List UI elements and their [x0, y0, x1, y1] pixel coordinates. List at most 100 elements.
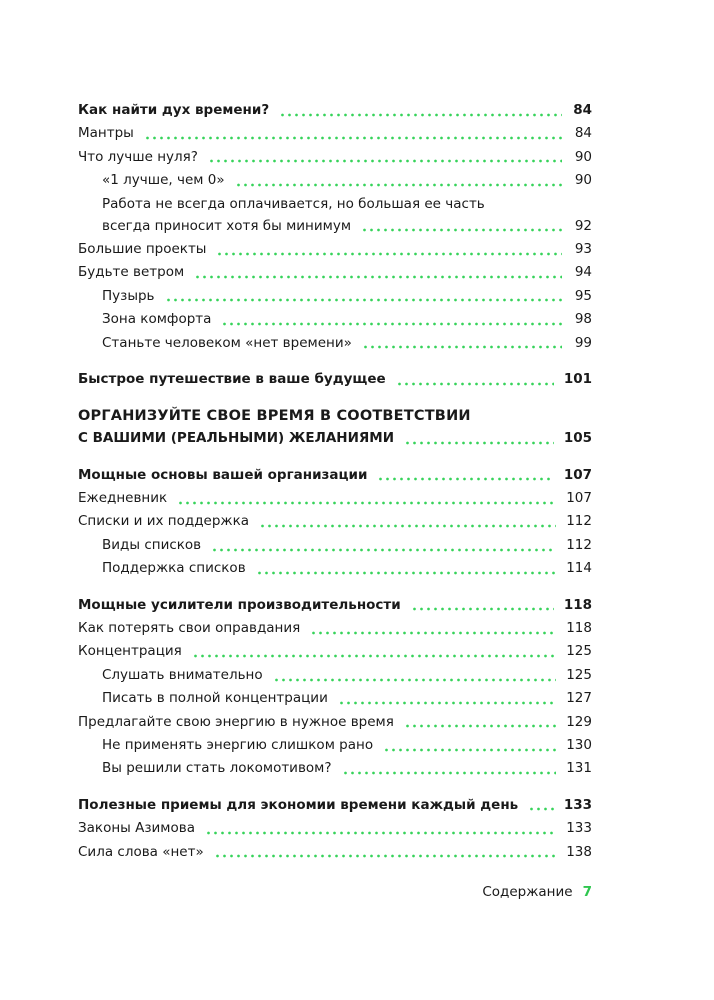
- sub-entry: Писать в полной концентрации 127: [78, 687, 592, 710]
- toc-entry: Предлагайте свою энергию в нужное время 1…: [78, 711, 592, 734]
- section-entry: Быстрое путешествие в ваше будущее 101: [78, 368, 592, 391]
- entry-title: Списки и их поддержка: [78, 513, 250, 530]
- entry-page: 131: [566, 760, 592, 777]
- entry-page: 125: [566, 666, 592, 683]
- entry-title: Как потерять свои оправдания: [78, 620, 301, 637]
- dot-leader: [213, 853, 557, 860]
- entry-title: Концентрация: [78, 643, 182, 660]
- sub-entry: Виды списков 112: [78, 534, 592, 557]
- toc-entry: Мантры 84: [78, 122, 592, 145]
- table-of-contents: Как найти дух времени? 84 Мантры 84 Что лучш…: [78, 99, 592, 864]
- sub-entry: Станьте человеком «нет времени» 99: [78, 332, 592, 355]
- dot-leader: [259, 523, 557, 530]
- toc-entry: Списки и их поддержка 112: [78, 510, 592, 533]
- dot-leader: [234, 181, 562, 188]
- dot-leader: [377, 476, 554, 483]
- toc-entry: Сила слова «нет» 138: [78, 841, 592, 864]
- entry-title: Не применять энергию слишком рано: [102, 736, 374, 753]
- chapter-entry-line: ОРГАНИЗУЙТЕ СВОЕ ВРЕМЯ В СООТВЕТСТВИИ: [78, 408, 471, 425]
- entry-page: 105: [563, 430, 592, 447]
- sub-entry: Слушать внимательно 125: [78, 664, 592, 687]
- entry-page: 130: [566, 736, 592, 753]
- dot-leader: [337, 699, 557, 706]
- footer: Содержание 7: [440, 884, 592, 900]
- entry-page: 129: [566, 713, 592, 730]
- entry-page: 114: [566, 560, 592, 577]
- entry-title: Станьте человеком «нет времени»: [102, 334, 352, 351]
- dot-leader: [404, 439, 554, 446]
- dot-leader: [216, 250, 562, 257]
- sub-entry: Поддержка списков 114: [78, 557, 592, 580]
- dot-leader: [403, 723, 557, 730]
- dot-leader: [143, 135, 562, 142]
- dot-leader: [361, 344, 562, 351]
- entry-page: 95: [574, 287, 592, 304]
- entry-page: 138: [566, 843, 592, 860]
- dot-leader: [341, 770, 557, 777]
- dot-leader: [410, 606, 554, 613]
- toc-entry: Ежедневник 107: [78, 487, 592, 510]
- entry-page: 92: [574, 217, 592, 234]
- entry-page: 118: [566, 620, 592, 637]
- dot-leader: [383, 746, 557, 753]
- dot-leader: [194, 274, 562, 281]
- entry-page: 84: [574, 125, 592, 142]
- dot-leader: [177, 499, 557, 506]
- entry-page: 118: [563, 596, 592, 613]
- toc-entry: Большие проекты 93: [78, 238, 592, 261]
- entry-title: Большие проекты: [78, 240, 207, 257]
- entry-page: 84: [573, 102, 592, 118]
- entry-title: Как найти дух времени?: [78, 102, 270, 118]
- entry-page: 94: [574, 264, 592, 281]
- entry-title: Вы решили стать локомотивом?: [102, 760, 332, 777]
- dot-leader: [395, 380, 554, 387]
- entry-title: Законы Азимова: [78, 820, 195, 837]
- entry-title: Будьте ветром: [78, 264, 185, 281]
- entry-page: 93: [574, 240, 592, 257]
- entry-title: «1 лучше, чем 0»: [102, 172, 225, 189]
- footer-label: Содержание: [482, 884, 573, 900]
- sub-entry: Пузырь 95: [78, 285, 592, 308]
- sub-entry: Вы решили стать локомотивом? 131: [78, 757, 592, 780]
- entry-title: Что лучше нуля?: [78, 148, 198, 165]
- sub-entry: Зона комфорта 98: [78, 308, 592, 331]
- dot-leader: [221, 320, 562, 327]
- section-entry: Как найти дух времени? 84: [78, 99, 592, 122]
- entry-page: 127: [566, 690, 592, 707]
- page-number: 7: [582, 884, 592, 900]
- entry-title: Мантры: [78, 125, 134, 142]
- entry-title: С ВАШИМИ (РЕАЛЬНЫМИ) ЖЕЛАНИЯМИ: [78, 430, 395, 447]
- entry-page: 90: [574, 148, 592, 165]
- sub-entry-line: Работа не всегда оплачивается, но больша…: [102, 195, 485, 212]
- entry-page: 99: [574, 334, 592, 351]
- entry-page: 125: [566, 643, 592, 660]
- entry-title: Писать в полной концентрации: [102, 690, 328, 707]
- toc-entry: Концентрация 125: [78, 640, 592, 663]
- dot-leader: [204, 829, 557, 836]
- dot-leader: [361, 227, 562, 234]
- entry-title: Сила слова «нет»: [78, 843, 204, 860]
- entry-page: 112: [566, 536, 592, 553]
- dot-leader: [272, 676, 557, 683]
- dot-leader: [310, 629, 557, 636]
- entry-title: Мощные усилители производительности: [78, 596, 401, 613]
- entry-title: Полезные приемы для экономии времени каж…: [78, 796, 519, 813]
- entry-title: Ежедневник: [78, 490, 168, 507]
- entry-page: 133: [566, 820, 592, 837]
- entry-title: Виды списков: [102, 536, 202, 553]
- dot-leader: [255, 569, 557, 576]
- entry-page: 98: [574, 311, 592, 328]
- dot-leader: [164, 297, 562, 304]
- entry-title: всегда приносит хотя бы минимум: [102, 217, 351, 234]
- entry-page: 90: [574, 172, 592, 189]
- sub-entry: «1 лучше, чем 0» 90: [78, 169, 592, 192]
- entry-title: Быстрое путешествие в ваше будущее: [78, 370, 386, 387]
- chapter-entry: С ВАШИМИ (РЕАЛЬНЫМИ) ЖЕЛАНИЯМИ 105: [78, 427, 592, 450]
- entry-title: Мощные основы вашей организации: [78, 466, 368, 483]
- toc-entry: Законы Азимова 133: [78, 817, 592, 840]
- section-entry: Полезные приемы для экономии времени каж…: [78, 794, 592, 817]
- dot-leader: [207, 158, 562, 165]
- section-entry: Мощные усилители производительности 118: [78, 594, 592, 617]
- dot-leader: [528, 806, 554, 813]
